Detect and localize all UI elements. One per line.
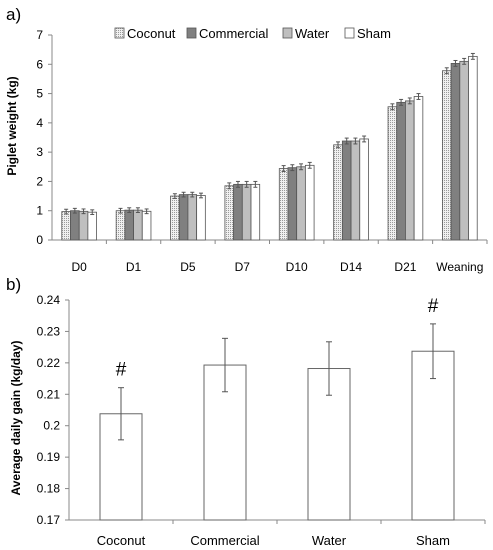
x-tick-label: Weaning bbox=[436, 260, 483, 274]
bar-commercial bbox=[396, 101, 406, 241]
bar-commercial bbox=[450, 63, 461, 241]
panel-b-chart: b) Average daily gain (kg/day) 0.170.180… bbox=[6, 275, 486, 548]
y-tick-label: 2 bbox=[36, 174, 43, 188]
panel-a-axes: 0 1 2 3 4 5 6 7 D0 D1 D5 D7 D10 D14 D21 Weaning bbox=[36, 28, 488, 274]
bar-sham bbox=[141, 210, 152, 241]
x-tick-label: D0 bbox=[72, 260, 88, 274]
bar-water bbox=[350, 140, 361, 241]
bar-water bbox=[133, 209, 143, 241]
bar-commercial bbox=[178, 194, 189, 241]
bar-commercial bbox=[287, 167, 298, 241]
bar-commercial bbox=[341, 140, 352, 241]
panel-a-label: a) bbox=[6, 5, 21, 24]
y-tick-label: 0.18 bbox=[37, 482, 61, 496]
legend-label-water: Water bbox=[295, 26, 330, 41]
bar-water bbox=[459, 60, 469, 241]
bar-coconut bbox=[442, 70, 452, 241]
bar-coconut bbox=[115, 210, 126, 241]
legend-label-coconut: Coconut bbox=[127, 26, 176, 41]
legend-swatch-sham bbox=[344, 27, 355, 39]
legend-swatch-commercial bbox=[186, 27, 197, 39]
bar-sham bbox=[87, 211, 97, 241]
y-tick-label: 0.23 bbox=[37, 324, 61, 338]
bar-sham bbox=[468, 55, 478, 241]
y-tick-label: 0 bbox=[36, 233, 43, 247]
y-tick-label: 3 bbox=[36, 145, 43, 159]
significance-marker: # bbox=[428, 296, 439, 317]
panel-b-label: b) bbox=[6, 275, 21, 294]
y-tick-label: 4 bbox=[36, 116, 43, 130]
x-tick-label: D14 bbox=[340, 260, 362, 274]
panel-a-legend: Coconut Commercial Water Sham bbox=[114, 26, 391, 41]
legend-swatch-water bbox=[282, 27, 293, 39]
y-tick-label: 0.17 bbox=[37, 513, 61, 527]
bar-coconut bbox=[170, 195, 180, 241]
bar-commercial bbox=[233, 183, 243, 241]
panel-a-y-axis-label: Piglet weight (kg) bbox=[5, 76, 19, 175]
x-tick-label: D1 bbox=[126, 260, 142, 274]
legend-label-sham: Sham bbox=[357, 26, 391, 41]
panel-a-chart: a) Piglet weight (kg) Coconut Commercial W… bbox=[5, 5, 488, 274]
x-tick-label: Commercial bbox=[190, 533, 259, 548]
panel-b-y-axis-label: Average daily gain (kg/day) bbox=[9, 341, 23, 496]
panel-a-bars bbox=[61, 52, 478, 241]
bar-sham bbox=[304, 164, 315, 241]
significance-marker: # bbox=[116, 360, 127, 381]
x-tick-label: Coconut bbox=[97, 533, 146, 548]
bar-commercial bbox=[124, 209, 134, 241]
x-tick-label: D10 bbox=[286, 260, 308, 274]
panel-b-axes: 0.17 0.18 0.19 0.2 0.21 0.22 0.23 0.24 Coconut Co… bbox=[37, 293, 486, 548]
bar-sham bbox=[250, 183, 261, 241]
bar-coconut bbox=[387, 106, 398, 241]
y-tick-label: 0.24 bbox=[37, 293, 61, 307]
bar-coconut bbox=[278, 168, 289, 241]
bar-water bbox=[241, 183, 252, 241]
panel-b-bars: ## bbox=[99, 296, 455, 521]
y-tick-label: 0.21 bbox=[37, 387, 61, 401]
bar-coconut bbox=[224, 185, 235, 241]
bar-water bbox=[187, 194, 198, 241]
y-tick-label: 5 bbox=[36, 87, 43, 101]
y-tick-label: 1 bbox=[36, 204, 43, 218]
x-tick-label: Sham bbox=[416, 533, 450, 548]
bar-coconut bbox=[61, 211, 71, 241]
bar-sham bbox=[413, 96, 424, 241]
bar-water bbox=[405, 100, 415, 241]
bar-water bbox=[296, 166, 306, 241]
x-tick-label: D7 bbox=[235, 260, 251, 274]
y-tick-label: 0.22 bbox=[37, 356, 61, 370]
bar-coconut bbox=[333, 144, 343, 241]
legend-label-commercial: Commercial bbox=[199, 26, 268, 41]
legend-swatch-coconut bbox=[114, 27, 125, 39]
bar-commercial bbox=[70, 210, 80, 241]
y-tick-label: 6 bbox=[36, 57, 43, 71]
y-tick-label: 0.19 bbox=[37, 450, 61, 464]
y-tick-label: 0.2 bbox=[43, 419, 60, 433]
bar-water bbox=[78, 210, 89, 241]
bar-sham bbox=[359, 138, 369, 241]
y-tick-label: 7 bbox=[36, 28, 43, 42]
x-tick-label: D5 bbox=[180, 260, 196, 274]
bar-sham bbox=[196, 195, 206, 241]
x-tick-label: Water bbox=[312, 533, 347, 548]
x-tick-label: D21 bbox=[394, 260, 416, 274]
